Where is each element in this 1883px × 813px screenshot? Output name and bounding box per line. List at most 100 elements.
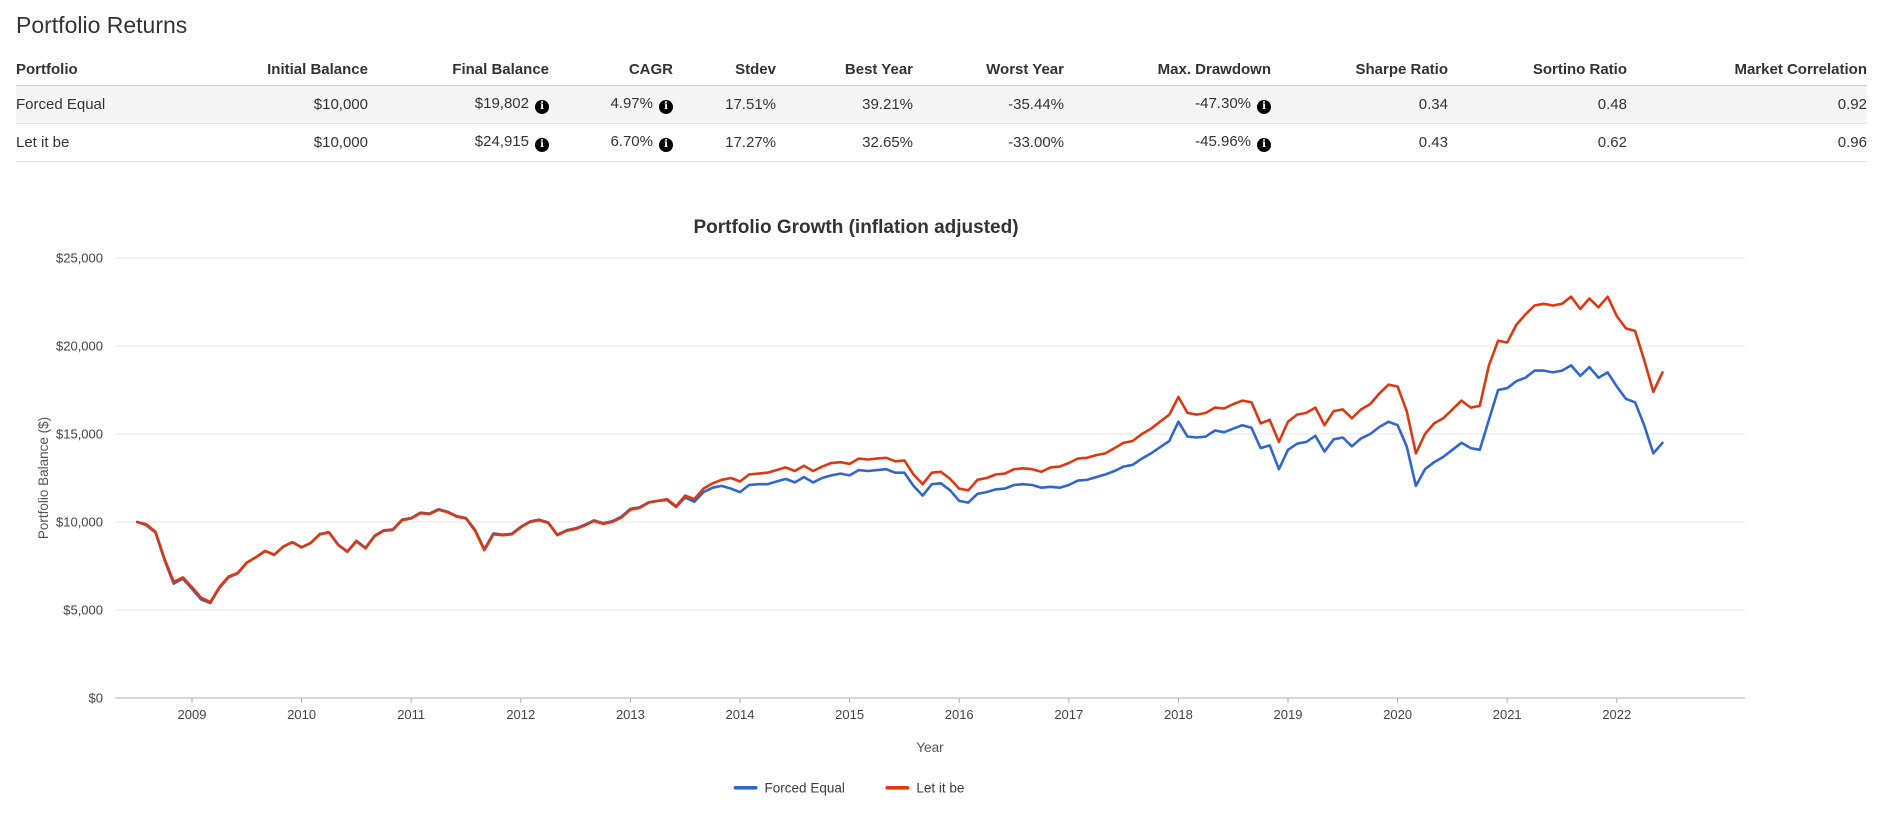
column-header-initial-balance: Initial Balance (196, 54, 368, 86)
legend-label-forced-equal[interactable]: Forced Equal (765, 781, 845, 796)
x-tick-label: 2014 (726, 707, 755, 722)
cell-market-correlation: 0.96 (1627, 123, 1867, 162)
cell-worst-year: -33.00% (913, 123, 1064, 162)
cell-sharpe-ratio: 0.34 (1271, 85, 1448, 124)
y-tick-label: $10,000 (56, 515, 103, 530)
cell-sortino-ratio: 0.62 (1448, 123, 1627, 162)
legend-swatch-let-it-be (885, 786, 910, 790)
cell-initial-balance: $10,000 (196, 123, 368, 162)
x-tick-label: 2017 (1054, 707, 1083, 722)
cell-value: $10,000 (313, 96, 368, 113)
y-tick-label: $25,000 (56, 251, 103, 266)
cell-value: Forced Equal (16, 96, 106, 113)
cell-value: 0.92 (1837, 96, 1867, 113)
cell-max-drawdown: -45.96% i (1064, 123, 1271, 162)
cell-stdev: 17.27% (673, 123, 776, 162)
column-header-market-correlation: Market Correlation (1627, 54, 1867, 86)
cell-worst-year: -35.44% (913, 85, 1064, 124)
x-tick-label: 2009 (178, 707, 207, 722)
column-header-stdev: Stdev (673, 54, 776, 86)
cell-value: $19,802 (474, 95, 529, 112)
chart-title: Portfolio Growth (inflation adjusted) (693, 217, 1018, 238)
cell-best-year: 39.21% (776, 85, 913, 124)
cell-initial-balance: $10,000 (196, 85, 368, 124)
cell-value: 39.21% (862, 96, 913, 113)
series-line-forced-equal[interactable] (135, 364, 1664, 605)
y-axis-title: Portfolio Balance ($) (36, 417, 51, 539)
table-row-forced-equal: Forced Equal $10,000 $19,802 i 4.97% i 17.51% 3… (16, 85, 1867, 124)
x-tick-label: 2016 (945, 707, 974, 722)
x-tick-label: 2015 (835, 707, 864, 722)
cell-final-balance: $19,802 i (368, 85, 549, 124)
cell-best-year: 32.65% (776, 123, 913, 162)
y-tick-label: $0 (89, 691, 103, 706)
column-header-worst-year: Worst Year (913, 54, 1064, 86)
y-tick-label: $5,000 (63, 603, 103, 618)
cell-value: 17.51% (725, 96, 776, 113)
cell-sortino-ratio: 0.48 (1448, 85, 1627, 124)
portfolio-returns-table: Portfolio Initial Balance Final Balance CAG… (16, 54, 1867, 162)
cell-value: $10,000 (313, 134, 368, 151)
column-header-best-year: Best Year (776, 54, 913, 86)
series-lines (135, 295, 1664, 605)
x-axis-ticks: 2009 2010 2011 2012 2013 2014 2015 2016 2017 2018… (178, 698, 1631, 722)
x-tick-label: 2012 (506, 707, 535, 722)
cell-max-drawdown: -47.30% i (1064, 85, 1271, 124)
cell-value: 0.43 (1418, 134, 1448, 151)
column-header-max-drawdown: Max. Drawdown (1064, 54, 1271, 86)
page: { "page": { "title": "Portfolio Returns"… (0, 12, 1883, 813)
cell-final-balance: $24,915 i (368, 123, 549, 162)
column-header-sharpe-ratio: Sharpe Ratio (1271, 54, 1448, 86)
y-tick-label: $20,000 (56, 339, 103, 354)
x-tick-label: 2021 (1493, 707, 1522, 722)
info-icon[interactable]: i (659, 100, 673, 114)
series-line-let-it-be[interactable] (135, 295, 1664, 604)
cell-portfolio: Forced Equal (16, 85, 196, 124)
info-icon[interactable]: i (535, 100, 549, 114)
cell-value: 0.96 (1837, 134, 1867, 151)
x-tick-label: 2010 (287, 707, 316, 722)
cell-value: 17.27% (725, 134, 776, 151)
column-header-cagr: CAGR (549, 54, 673, 86)
legend-swatch-forced-equal (733, 786, 758, 790)
cell-portfolio: Let it be (16, 123, 196, 162)
x-tick-label: 2013 (616, 707, 645, 722)
info-icon[interactable]: i (659, 138, 673, 152)
cell-value: -35.44% (1008, 96, 1064, 113)
cell-value: 32.65% (862, 134, 913, 151)
gridlines: $0 $5,000 $10,000 $15,000 $20,000 $25,000 (56, 251, 1745, 706)
column-header-sortino-ratio: Sortino Ratio (1448, 54, 1627, 86)
cell-stdev: 17.51% (673, 85, 776, 124)
x-axis-title: Year (916, 740, 944, 755)
cell-value: 0.62 (1597, 134, 1627, 151)
info-icon[interactable]: i (535, 138, 549, 152)
cell-cagr: 6.70% i (549, 123, 673, 162)
y-tick-label: $15,000 (56, 427, 103, 442)
info-icon[interactable]: i (1257, 138, 1271, 152)
cell-value: 0.34 (1418, 96, 1448, 113)
cell-value: 4.97% (610, 95, 653, 112)
column-header-portfolio: Portfolio (16, 54, 196, 86)
cell-sharpe-ratio: 0.43 (1271, 123, 1448, 162)
table-row-let-it-be: Let it be $10,000 $24,915 i 6.70% i 17.27% 32.6… (16, 123, 1867, 162)
info-icon[interactable]: i (1257, 100, 1271, 114)
x-tick-label: 2011 (397, 707, 425, 722)
cell-value: 0.48 (1597, 96, 1627, 113)
x-tick-label: 2020 (1383, 707, 1412, 722)
table-header-row: Portfolio Initial Balance Final Balance CAG… (16, 54, 1867, 86)
portfolio-growth-chart: Portfolio Growth (inflation adjusted) Po… (36, 217, 1745, 796)
cell-value: -47.30% (1195, 95, 1251, 112)
cell-value: -45.96% (1195, 133, 1251, 150)
chart-legend: Forced Equal Let it be (733, 781, 964, 796)
x-tick-label: 2022 (1602, 707, 1631, 722)
cell-value: $24,915 (474, 133, 529, 150)
x-tick-label: 2019 (1274, 707, 1303, 722)
legend-label-let-it-be[interactable]: Let it be (916, 781, 964, 796)
cell-cagr: 4.97% i (549, 85, 673, 124)
cell-value: 6.70% (610, 133, 653, 150)
cell-value: -33.00% (1008, 134, 1064, 151)
cell-market-correlation: 0.92 (1627, 85, 1867, 124)
page-title: Portfolio Returns (16, 12, 188, 38)
x-tick-label: 2018 (1164, 707, 1193, 722)
column-header-final-balance: Final Balance (368, 54, 549, 86)
